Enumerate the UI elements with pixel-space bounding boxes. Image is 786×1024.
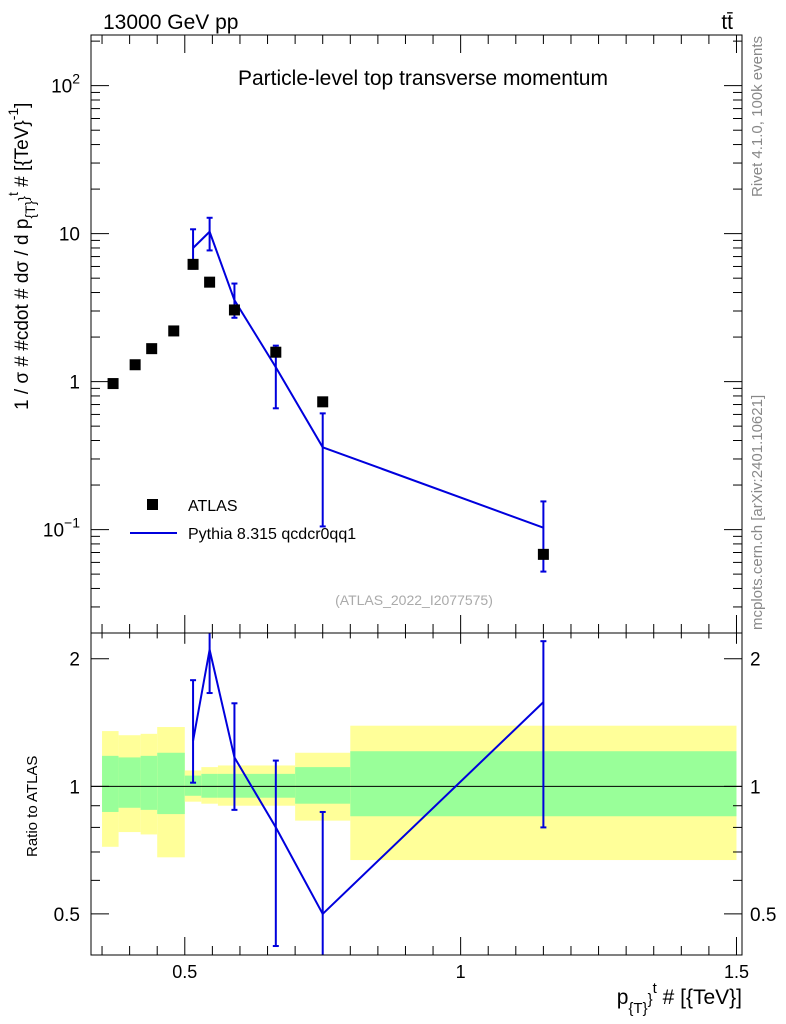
main-y-tick-labels: 102 10 1 10−1	[43, 71, 80, 542]
band-inner-2	[140, 755, 158, 810]
band-inner-5	[201, 773, 218, 798]
ratio-line	[192, 649, 545, 916]
legend: ATLAS Pythia 8.315 qcdcr0qq1	[130, 498, 356, 543]
analysis-watermark: (ATLAS_2022_I2077575)	[335, 592, 493, 608]
ratio-y-tick-label: 1	[69, 777, 80, 798]
main-panel: Particle-level top transverse momentum (…	[5, 34, 743, 634]
atlas-point	[168, 325, 180, 337]
atlas-point	[146, 343, 158, 355]
ratio-y-axis-label: Ratio to ATLAS	[24, 756, 41, 857]
energy-label: 13000 GeV pp	[103, 11, 238, 34]
x-tick-label: 0.5	[172, 962, 197, 982]
band-inner-4	[184, 775, 202, 796]
process-label: tt̄	[721, 11, 733, 34]
main-axis-ticks	[91, 35, 742, 634]
atlas-point	[537, 548, 549, 560]
chart-title: Particle-level top transverse momentum	[238, 67, 608, 90]
atlas-point	[129, 359, 141, 371]
ratio-frame	[90, 632, 743, 956]
x-tick-label: 1	[456, 962, 466, 982]
main-y-axis-label: 1 / σ # #cdot # dσ / d p{T}}t # [{TeV}-1…	[5, 103, 38, 410]
band-inner-7	[250, 773, 296, 798]
x-tick-label: 1.5	[724, 962, 749, 982]
atlas-point	[228, 304, 240, 316]
main-series-group	[107, 216, 549, 573]
ratio-y-tick-label-right: 0.5	[750, 905, 776, 926]
mc-line	[192, 229, 544, 529]
legend-atlas-marker	[147, 499, 158, 510]
main-y-tick-label: 10	[59, 225, 80, 246]
ratio-y-tick-label-right: 1	[750, 777, 761, 798]
rivet-label: Rivet 4.1.0, 100k events	[749, 36, 766, 197]
ratio-series-group	[190, 633, 547, 955]
atlas-point	[187, 258, 199, 270]
main-y-tick-label: 10−1	[43, 515, 80, 542]
ratio-panel: 0.5 0.5 1 1 2 2 0.5 1 1.5 Ratio to ATLAS p{T}}t…	[24, 632, 777, 1017]
legend-pythia-label: Pythia 8.315 qcdcr0qq1	[188, 526, 356, 543]
main-y-tick-label: 1	[69, 373, 80, 394]
atlas-point	[270, 346, 282, 358]
x-axis-label: p{T}}t # [{TeV}]	[617, 980, 742, 1017]
ratio-y-tick-label: 0.5	[54, 905, 80, 926]
ratio-y-tick-label: 2	[69, 650, 80, 671]
ratio-y-tick-label-right: 2	[750, 650, 761, 671]
band-inner-0	[102, 755, 119, 812]
atlas-point	[204, 276, 216, 288]
mcplots-label: mcplots.cern.ch [arXiv:2401.10621]	[749, 395, 766, 630]
band-inner-1	[118, 757, 141, 808]
atlas-point	[317, 396, 329, 408]
band-inner-3	[157, 752, 185, 815]
legend-atlas-label: ATLAS	[188, 498, 238, 515]
ratio-uncertainty-bands	[91, 725, 742, 861]
band-inner-8	[295, 767, 351, 804]
ratio-y-tick-labels: 0.5 0.5 1 1 2 2	[54, 650, 777, 926]
ratio-x-tick-labels: 0.5 1 1.5	[172, 962, 749, 982]
atlas-point	[107, 378, 119, 390]
main-frame	[90, 34, 743, 634]
main-y-tick-label: 102	[51, 71, 80, 98]
